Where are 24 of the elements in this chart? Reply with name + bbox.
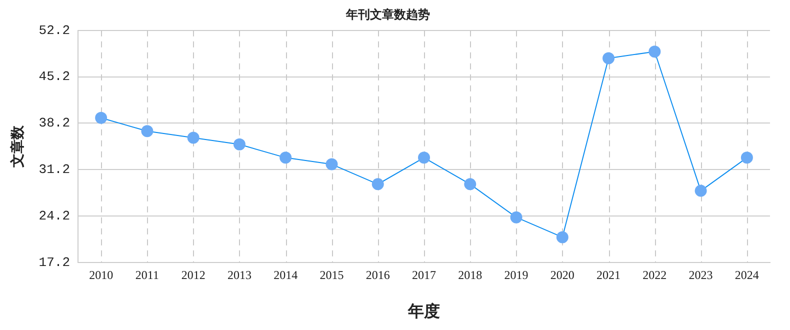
x-tick-label: 2016 [366,268,390,282]
y-tick-label: 24.2 [38,208,70,224]
y-tick-label: 38.2 [38,116,70,131]
x-tick-label: 2021 [596,268,621,282]
x-tick-label: 2017 [412,268,436,282]
x-tick-label: 2012 [181,268,206,282]
y-axis-title: 文章数 [9,124,26,168]
x-tick-label: 2019 [504,268,528,282]
x-tick-label: 2020 [550,268,574,282]
y-tick-label: 17.2 [38,254,70,270]
y-tick-label: 31.2 [38,162,70,178]
x-tick-label: 2015 [320,268,344,282]
x-tick-label: 2023 [688,268,713,282]
x-tick-label: 2013 [227,268,252,282]
x-tick-label: 2011 [135,268,159,282]
x-tick-label: 2024 [734,268,759,282]
x-axis-title: 年度 [407,302,440,321]
y-tick-label: 45.2 [38,69,70,84]
x-tick-label: 2010 [89,268,114,282]
x-tick-label: 2018 [458,268,482,282]
x-tick-label: 2022 [642,268,667,282]
chart-title: 年刊文章数趋势 [345,7,430,22]
y-tick-label: 52.2 [38,22,70,38]
x-tick-label: 2014 [274,268,298,282]
